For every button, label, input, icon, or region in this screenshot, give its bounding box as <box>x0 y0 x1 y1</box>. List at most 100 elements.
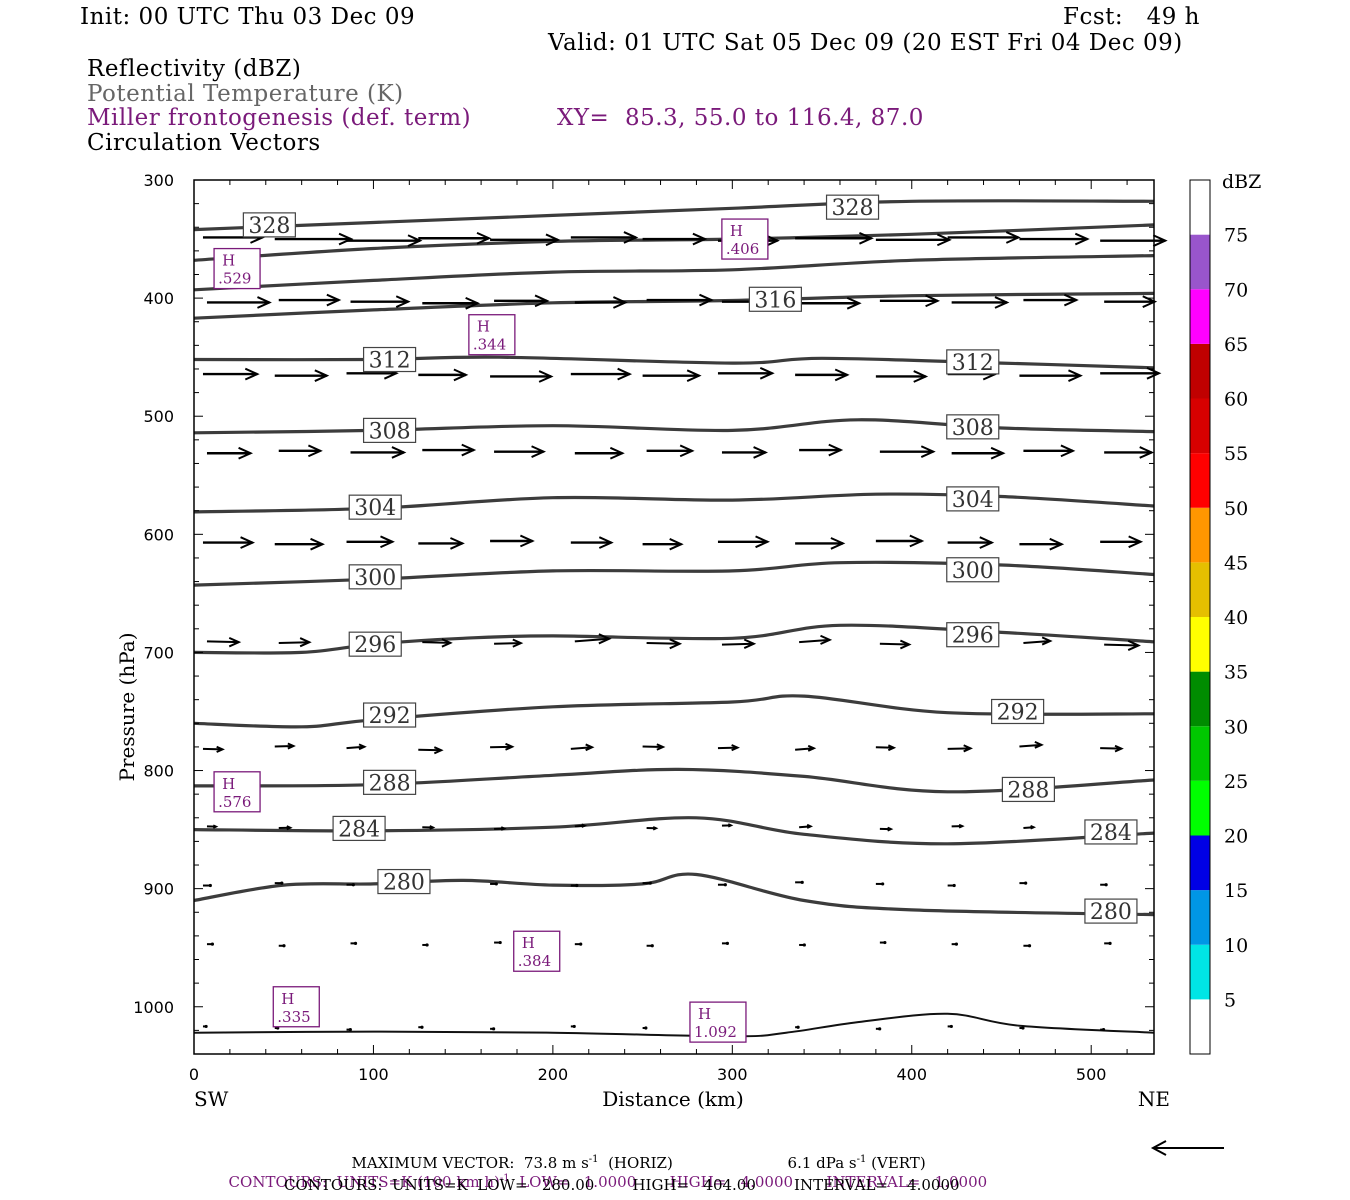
circulation-vector <box>418 748 442 752</box>
vector-arrowhead <box>881 882 885 886</box>
vector-arrowhead <box>1063 293 1079 307</box>
vector-arrowhead <box>692 232 708 246</box>
colorbar-segment <box>1190 180 1210 235</box>
theta-contour-292 <box>193 694 1155 729</box>
circulation-vector <box>574 637 610 643</box>
y-tick-label: 400 <box>143 289 174 308</box>
vector-arrowhead <box>204 1024 208 1029</box>
y-tick-label: 600 <box>143 525 174 544</box>
vector-arrowhead <box>476 231 492 245</box>
theta-label-box <box>377 868 431 895</box>
vector-arrowhead <box>1060 444 1076 458</box>
colorbar-tick-label: 35 <box>1224 662 1248 684</box>
circulation-vector <box>278 641 310 644</box>
theta-label-box <box>332 815 386 842</box>
contours-theta: CONTOURS: UNITS=K LOW= 280.00 HIGH= 404.… <box>284 1176 960 1194</box>
theta-label: 312 <box>952 351 994 376</box>
circulation-vector <box>799 638 830 644</box>
vector-arrowhead <box>461 443 477 457</box>
vector-arrowhead <box>1005 231 1021 244</box>
x-tick-label: 500 <box>1076 1065 1107 1084</box>
vector-arrowhead <box>280 881 284 885</box>
vector-arrowhead <box>420 1025 424 1029</box>
vector-arrowhead <box>380 535 395 549</box>
vector-arrowhead <box>990 446 1006 460</box>
colorbar-segment <box>1190 507 1210 563</box>
theta-label: 296 <box>952 624 994 649</box>
colorbar-title: dBZ <box>1222 171 1261 193</box>
theta-label: 312 <box>369 349 411 374</box>
theta-contour-280 <box>193 872 1155 917</box>
vector-arrowhead <box>450 537 465 550</box>
circulation-vector <box>642 745 663 749</box>
theta-contour-328 <box>193 199 1155 232</box>
vector-arrowhead <box>617 367 633 381</box>
vector-arrowhead <box>287 742 296 750</box>
vector-arrowhead <box>656 743 666 751</box>
theta-label-box <box>946 486 1000 512</box>
vector-arrowhead <box>512 638 524 648</box>
colorbar-segment <box>1190 234 1210 290</box>
colorbar-tick-label: 50 <box>1224 498 1248 520</box>
colorbar-segment <box>1190 835 1210 891</box>
vector-arrowhead <box>1034 740 1044 749</box>
theta-label-box <box>362 346 417 373</box>
frontogenesis-max-h: H <box>730 222 743 240</box>
vector-arrowhead <box>425 943 429 947</box>
frontogenesis-max-box <box>213 771 261 813</box>
vector-arrowhead <box>494 882 498 886</box>
frontogenesis-max-value: .576 <box>218 793 251 811</box>
frontogenesis-max-box <box>272 986 320 1028</box>
vector-arrowhead <box>1049 537 1065 551</box>
vector-arrowhead <box>210 942 215 946</box>
frontogenesis-max-h: H <box>522 934 535 952</box>
circulation-vector <box>1019 743 1042 748</box>
vector-arrowhead <box>731 744 740 752</box>
colorbar-segment <box>1190 343 1210 399</box>
theta-label-box <box>362 702 417 728</box>
max-vector-line: MAXIMUM VECTOR: 73.8 m s-1 (HORIZ) <box>351 1154 673 1172</box>
y-tick-label: 800 <box>143 762 174 781</box>
theta-label: 280 <box>383 871 425 896</box>
vector-arrowhead <box>725 941 729 945</box>
y-tick-label: 1000 <box>133 998 174 1017</box>
vector-arrowhead <box>648 881 652 885</box>
circulation-vector <box>494 642 521 645</box>
vector-arrowhead <box>453 368 469 382</box>
vector-arrowhead <box>807 744 817 752</box>
x-axis-ne-label: NE <box>1138 1087 1170 1111</box>
vector-arrowhead <box>505 742 515 751</box>
vector-arrowhead <box>358 743 367 751</box>
vector-arrowhead <box>545 233 561 247</box>
theta-label: 316 <box>754 288 796 313</box>
horiz-label: (HORIZ) <box>608 1154 673 1172</box>
colorbar-tick-label: 15 <box>1224 880 1248 902</box>
vector-arrowhead <box>538 370 554 383</box>
colorbar-tick-label: 75 <box>1224 225 1248 247</box>
colorbar-tick-label: 45 <box>1224 552 1248 574</box>
frontogenesis-max-value: .335 <box>277 1008 310 1026</box>
vector-arrowhead <box>579 942 583 946</box>
theta-contour-300 <box>193 560 1155 587</box>
x-tick-label: 100 <box>358 1065 389 1084</box>
y-tick-label: 300 <box>143 171 174 190</box>
circulation-vector <box>721 642 754 646</box>
vector-arrowhead <box>887 826 894 832</box>
contours-frontogenesis: CONTOURS: UNITS=K (100 km h)-1 LOW= 1.00… <box>228 1173 988 1191</box>
vector-arrowhead <box>846 296 862 310</box>
vector-arrowhead <box>669 538 684 551</box>
theta-label: 292 <box>997 700 1039 725</box>
theta-label: 304 <box>354 496 396 521</box>
frontogenesis-max-value: .406 <box>726 240 759 258</box>
vector-arrowhead <box>699 293 714 307</box>
x-tick-label: 200 <box>538 1065 569 1084</box>
colorbar-segment <box>1190 617 1210 672</box>
colorbar-tick-label: 25 <box>1224 771 1248 793</box>
vector-arrowhead <box>979 536 995 549</box>
circulation-vector <box>1100 747 1122 750</box>
theta-label: 328 <box>248 214 290 239</box>
vector-arrowhead <box>609 446 625 460</box>
frontogenesis-max-value: .529 <box>218 270 251 288</box>
vector-arrowhead <box>759 366 775 380</box>
